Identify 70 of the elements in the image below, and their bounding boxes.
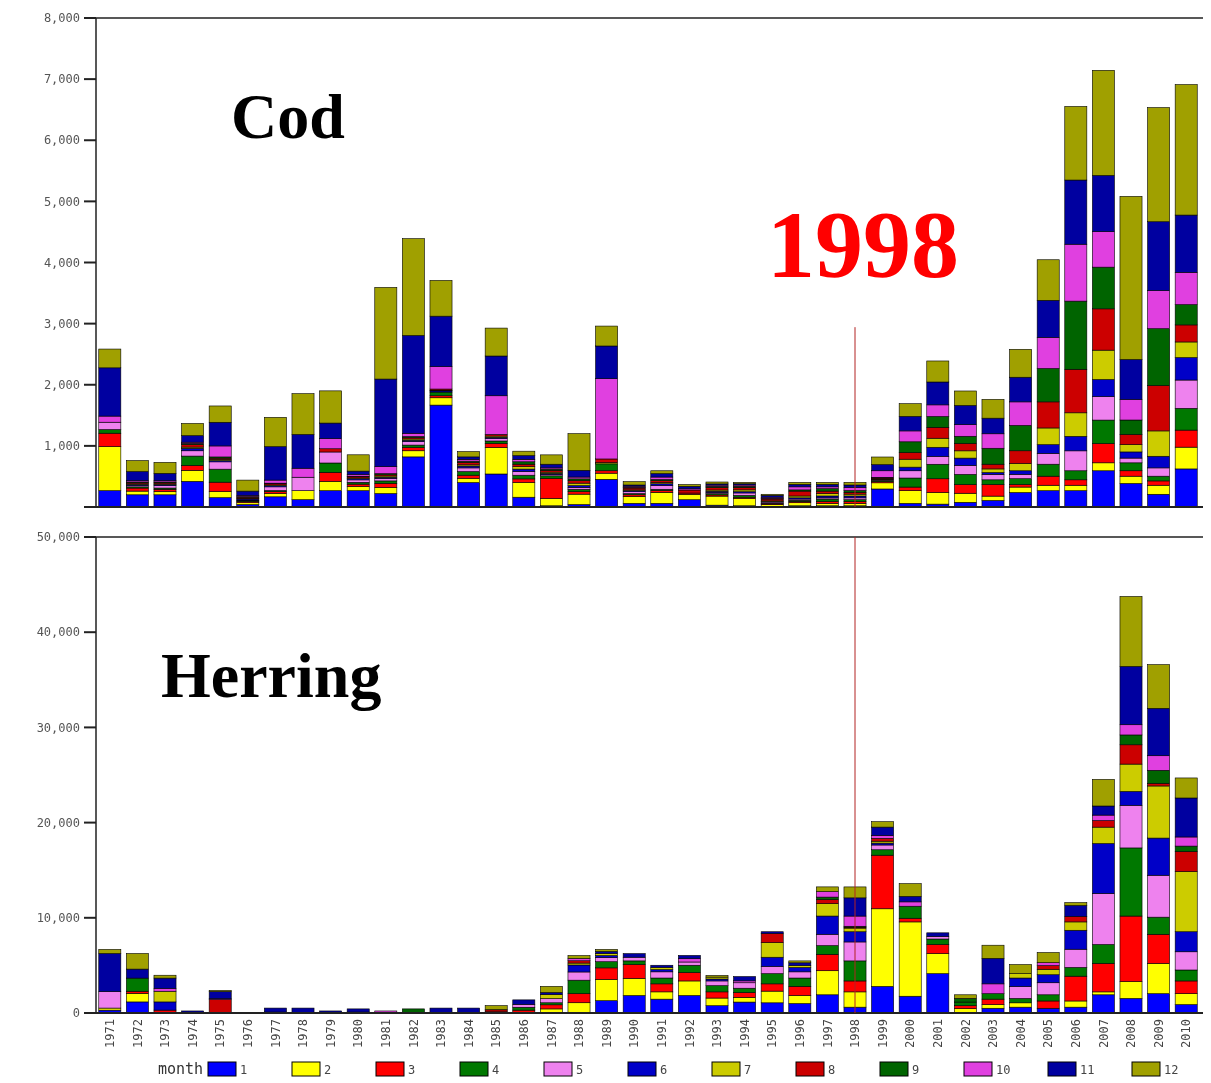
y-tick-label: 5,000: [43, 194, 80, 209]
y-tick-label: 3,000: [43, 316, 80, 331]
x-tick-label: 2006: [1069, 1019, 1083, 1048]
x-tick-label: 1983: [434, 1019, 449, 1048]
y-tick-label: 1,000: [43, 439, 80, 454]
y-tick-label: 50,000: [36, 530, 80, 545]
legend-label: 2: [324, 1063, 332, 1077]
x-tick-label: 2003: [986, 1019, 1001, 1048]
legend-label: 10: [996, 1063, 1011, 1077]
x-tick-label: 1979: [323, 1019, 338, 1048]
x-tick-label: 1971: [103, 1019, 117, 1048]
x-tick-label: 1989: [599, 1019, 614, 1048]
x-tick-label: 1976: [241, 1019, 255, 1048]
x-tick-label: 1973: [158, 1019, 173, 1048]
x-tick-label: 1974: [185, 1019, 200, 1048]
x-tick-label: 1995: [765, 1019, 780, 1048]
legend-label: 1: [240, 1063, 248, 1077]
x-tick-label: 1992: [682, 1019, 697, 1048]
x-tick-label: 2009: [1151, 1019, 1166, 1048]
x-tick-label: 1996: [793, 1019, 807, 1048]
x-tick-label: 2010: [1179, 1019, 1194, 1048]
x-tick-label: 1999: [875, 1019, 890, 1048]
x-tick-label: 1978: [296, 1019, 311, 1048]
text: Cod: [231, 81, 345, 152]
legend-label: 12: [1164, 1063, 1179, 1077]
x-tick-label: 1998: [848, 1019, 863, 1048]
y-tick-label: 4,000: [43, 255, 80, 270]
y-tick-label: 7,000: [43, 72, 80, 87]
y-tick-label: 0: [72, 1006, 80, 1021]
x-tick-label: 2008: [1124, 1019, 1139, 1048]
x-tick-label: 1991: [655, 1019, 669, 1048]
x-tick-label: 1982: [406, 1019, 421, 1048]
y-tick-label: 40,000: [36, 625, 80, 640]
x-tick-label: 1977: [268, 1019, 283, 1048]
x-tick-label: 1972: [130, 1019, 145, 1048]
x-tick-label: 1990: [627, 1019, 642, 1048]
x-tick-label: 2004: [1013, 1019, 1028, 1048]
y-tick-label: 6,000: [43, 133, 80, 148]
legend-label: 9: [912, 1063, 920, 1077]
x-tick-label: 2002: [958, 1019, 973, 1048]
x-tick-label: 2005: [1041, 1019, 1056, 1048]
x-tick-label: 1994: [737, 1019, 752, 1048]
x-tick-label: 1993: [710, 1019, 725, 1048]
x-tick-label: 1980: [351, 1019, 366, 1048]
legend-label: 5: [576, 1063, 584, 1077]
x-tick-label: 1981: [379, 1019, 393, 1048]
legend-label: 8: [828, 1063, 836, 1077]
x-tick-label: 2007: [1096, 1019, 1111, 1048]
legend-label: 6: [660, 1063, 668, 1077]
legend-label: 11: [1080, 1063, 1095, 1077]
ref-line-label: 1998: [767, 191, 959, 299]
x-tick-label: 1986: [517, 1019, 531, 1048]
y-tick-label: 8,000: [43, 11, 80, 26]
x-tick-label: 2000: [903, 1019, 918, 1048]
legend-title: month: [158, 1060, 204, 1078]
x-tick-label: 1987: [544, 1019, 559, 1048]
x-tick-label: 1984: [461, 1019, 476, 1048]
legend-label: 7: [744, 1063, 752, 1077]
x-tick-label: 1988: [572, 1019, 587, 1048]
x-tick-label: 2001: [931, 1019, 945, 1048]
y-tick-label: 30,000: [36, 720, 80, 735]
x-tick-label: 1985: [489, 1019, 504, 1048]
y-tick-label: 20,000: [36, 815, 80, 830]
x-tick-label: 1997: [820, 1019, 835, 1048]
legend-label: 3: [408, 1063, 416, 1077]
legend-label: 4: [492, 1063, 500, 1077]
y-tick-label: 10,000: [36, 911, 80, 925]
x-tick-label: 1975: [213, 1019, 228, 1048]
text: Herring: [161, 640, 382, 711]
y-tick-label: 2,000: [43, 377, 80, 392]
